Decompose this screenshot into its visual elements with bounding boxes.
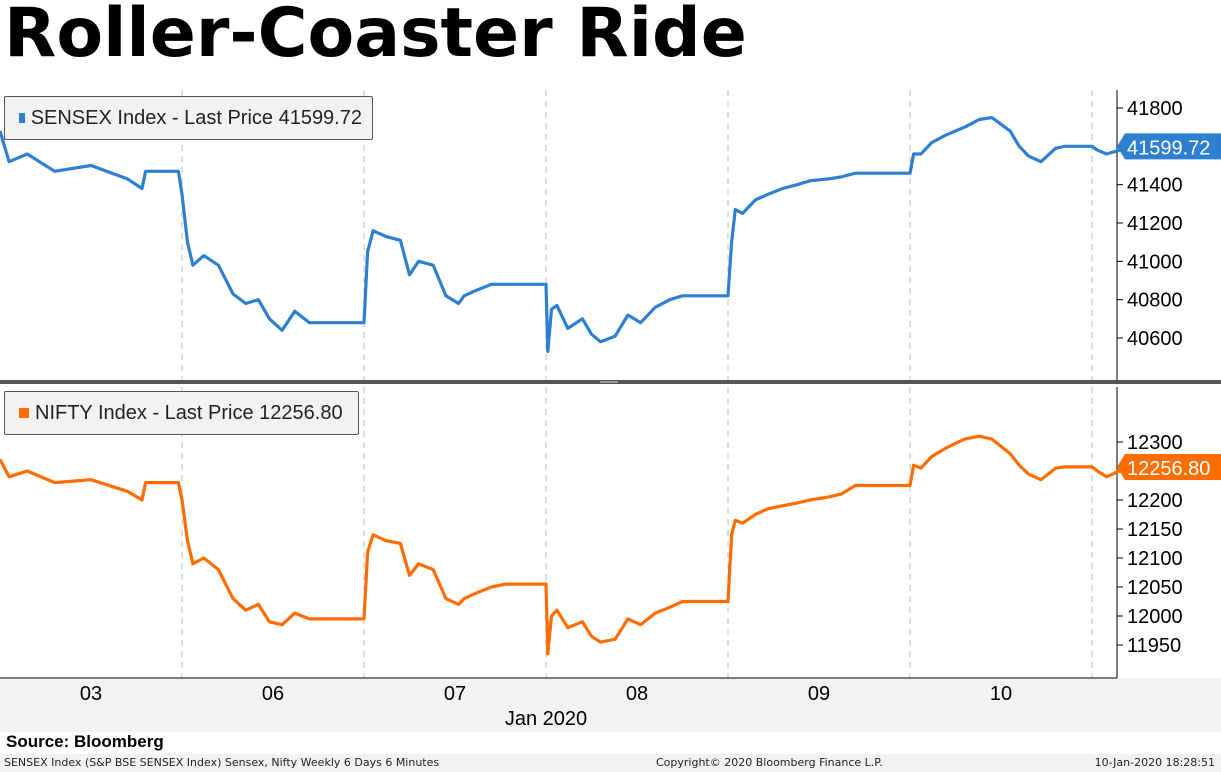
nifty-y-tick-label: 12300 — [1127, 432, 1183, 454]
sensex-y-tick-label: 41800 — [1127, 98, 1183, 120]
nifty-y-tick-label: 12100 — [1127, 548, 1183, 570]
sensex-y-tick-label: 40600 — [1127, 328, 1183, 350]
nifty-last-price-tag — [1117, 453, 1221, 480]
x-tick-label: 06 — [262, 683, 284, 705]
nifty-legend-swatch — [19, 408, 29, 418]
page-title: Roller-Coaster Ride — [4, 0, 747, 73]
nifty-y-tick-label: 12000 — [1127, 606, 1183, 628]
footer-description: SENSEX Index (S&P BSE SENSEX Index) Sens… — [4, 756, 440, 769]
x-axis-band — [0, 678, 1221, 732]
sensex-y-tick-label: 40800 — [1127, 290, 1183, 312]
x-tick-label: 10 — [990, 683, 1012, 705]
sensex-y-tick-label: 41200 — [1127, 213, 1183, 235]
nifty-y-tick-label: 12050 — [1127, 577, 1183, 599]
sensex-legend: SENSEX Index - Last Price 41599.72 — [4, 96, 373, 140]
nifty-y-tick-label: 11950 — [1127, 635, 1181, 657]
sensex-series-line — [0, 115, 1221, 353]
footer-bar: SENSEX Index (S&P BSE SENSEX Index) Sens… — [0, 754, 1221, 772]
nifty-panel: 1195012000120501210012150122001225012300… — [0, 387, 1221, 678]
x-tick-label: 07 — [444, 683, 466, 705]
source-note: Source: Bloomberg — [6, 732, 164, 751]
sensex-last-price-tag — [1117, 133, 1221, 160]
sensex-legend-label: SENSEX Index - Last Price 41599.72 — [30, 106, 362, 129]
sensex-y-tick-label: 41000 — [1127, 251, 1183, 273]
x-tick-label: 08 — [626, 683, 648, 705]
x-axis-label: Jan 2020 — [505, 708, 587, 730]
sensex-last-price-label: 41599.72 — [1127, 137, 1210, 159]
x-axis: 03 06 07 08 09 10 Jan 2020 — [0, 380, 1221, 732]
x-tick-label: 03 — [80, 683, 102, 705]
nifty-series-line — [0, 434, 1221, 656]
sensex-panel: 40600 40800 41000 41200 41400 41800 41599.72 — [0, 90, 1221, 380]
sensex-legend-swatch — [19, 113, 25, 123]
footer-copyright: Copyright© 2020 Bloomberg Finance L.P. — [656, 756, 883, 769]
nifty-legend-label: NIFTY Index - Last Price 12256.80 — [35, 401, 343, 424]
footer-timestamp: 10-Jan-2020 18:28:51 — [1094, 756, 1215, 769]
nifty-y-tick-label: 12150 — [1127, 519, 1183, 541]
nifty-last-price-label: 12256.80 — [1127, 458, 1210, 480]
sensex-y-tick-label: 41400 — [1127, 175, 1183, 197]
x-tick-label: 09 — [808, 683, 830, 705]
nifty-y-tick-label: 12200 — [1127, 490, 1183, 512]
nifty-legend: NIFTY Index - Last Price 12256.80 — [4, 391, 359, 435]
